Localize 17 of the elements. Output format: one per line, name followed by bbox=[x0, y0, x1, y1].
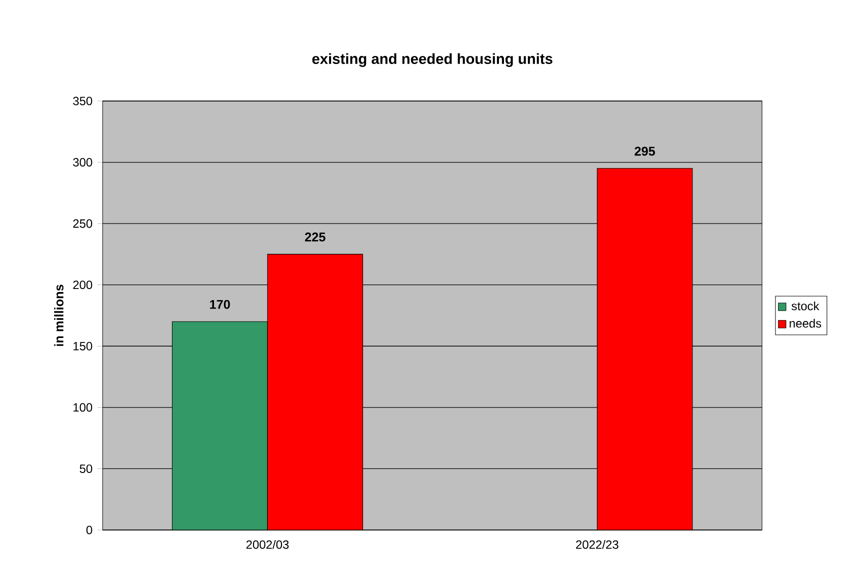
y-axis-title: in millions bbox=[54, 284, 64, 346]
y-tick-label: 150 bbox=[74, 342, 92, 350]
y-tick-label: 200 bbox=[73, 280, 92, 290]
data-label: 225 bbox=[305, 232, 326, 242]
chart-title: existing and needed housing units bbox=[312, 53, 552, 67]
y-tick-label: 250 bbox=[73, 219, 92, 228]
y-tick-label: 50 bbox=[80, 464, 92, 473]
legend-label: needs bbox=[790, 318, 822, 328]
data-label: 170 bbox=[210, 300, 230, 309]
x-tick-label: 2022/23 bbox=[576, 540, 618, 549]
y-tick-label: 100 bbox=[74, 403, 92, 412]
y-tick-label: 350 bbox=[73, 96, 92, 106]
data-label: 295 bbox=[634, 146, 656, 156]
legend-label: stock bbox=[792, 301, 820, 310]
y-tick-label: 300 bbox=[73, 158, 92, 167]
y-tick-label: 0 bbox=[86, 526, 92, 534]
x-tick-label: 2002/03 bbox=[246, 540, 289, 549]
